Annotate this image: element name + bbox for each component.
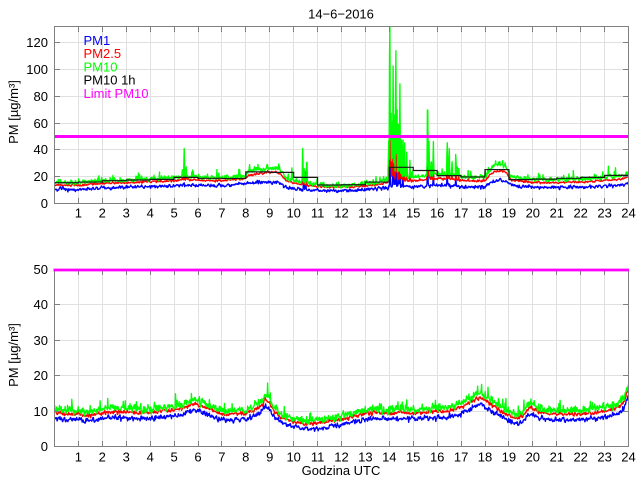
svg-text:PM10 1h: PM10 1h [84,73,136,88]
svg-text:3: 3 [123,450,130,465]
svg-text:22: 22 [573,450,587,465]
svg-text:21: 21 [550,206,564,221]
svg-text:80: 80 [34,89,48,104]
svg-text:PM10: PM10 [84,59,118,74]
svg-text:5: 5 [170,450,177,465]
svg-text:7: 7 [218,206,225,221]
svg-text:21: 21 [550,450,564,465]
svg-text:20: 20 [34,169,48,184]
svg-text:20: 20 [526,450,540,465]
svg-text:1: 1 [75,206,82,221]
svg-text:6: 6 [194,450,201,465]
svg-text:9: 9 [266,206,273,221]
svg-text:20: 20 [526,206,540,221]
svg-text:16: 16 [430,450,444,465]
svg-text:17: 17 [454,450,468,465]
svg-text:20: 20 [34,368,48,383]
svg-text:40: 40 [34,142,48,157]
svg-text:23: 23 [597,450,611,465]
svg-text:14: 14 [382,206,396,221]
svg-text:7: 7 [218,450,225,465]
svg-text:17: 17 [454,206,468,221]
svg-text:1: 1 [75,450,82,465]
svg-text:120: 120 [26,35,48,50]
svg-text:40: 40 [34,297,48,312]
svg-text:4: 4 [147,206,154,221]
svg-text:24: 24 [621,206,635,221]
svg-text:PM1: PM1 [84,33,111,48]
svg-text:15: 15 [406,206,420,221]
svg-text:16: 16 [430,206,444,221]
svg-text:4: 4 [147,450,154,465]
svg-text:8: 8 [242,450,249,465]
svg-text:5: 5 [170,206,177,221]
svg-text:14: 14 [382,450,396,465]
svg-text:PM [µg/m³]: PM [µg/m³] [6,323,21,387]
svg-text:3: 3 [123,206,130,221]
svg-text:18: 18 [478,206,492,221]
svg-text:15: 15 [406,450,420,465]
svg-text:60: 60 [34,116,48,131]
svg-text:19: 19 [502,206,516,221]
svg-text:100: 100 [26,62,48,77]
svg-text:Godzina UTC: Godzina UTC [302,463,381,478]
svg-text:11: 11 [311,450,325,465]
svg-text:23: 23 [597,206,611,221]
svg-text:10: 10 [286,206,300,221]
svg-text:9: 9 [266,450,273,465]
svg-text:PM [µg/m³]: PM [µg/m³] [6,80,21,144]
svg-text:10: 10 [34,404,48,419]
svg-text:18: 18 [478,450,492,465]
svg-text:2: 2 [99,450,106,465]
svg-text:13: 13 [358,450,372,465]
svg-text:12: 12 [334,206,348,221]
svg-text:PM2.5: PM2.5 [84,46,122,61]
svg-text:0: 0 [41,439,48,454]
svg-text:0: 0 [41,196,48,211]
svg-text:Limit PM10: Limit PM10 [84,86,149,101]
svg-text:19: 19 [502,450,516,465]
svg-text:12: 12 [334,450,348,465]
svg-text:11: 11 [311,206,325,221]
svg-text:22: 22 [573,206,587,221]
svg-text:50: 50 [34,262,48,277]
svg-text:8: 8 [242,206,249,221]
svg-text:24: 24 [621,450,635,465]
svg-text:2: 2 [99,206,106,221]
svg-text:30: 30 [34,333,48,348]
svg-text:10: 10 [286,450,300,465]
svg-text:14−6−2016: 14−6−2016 [308,7,374,22]
svg-text:6: 6 [194,206,201,221]
svg-text:13: 13 [358,206,372,221]
